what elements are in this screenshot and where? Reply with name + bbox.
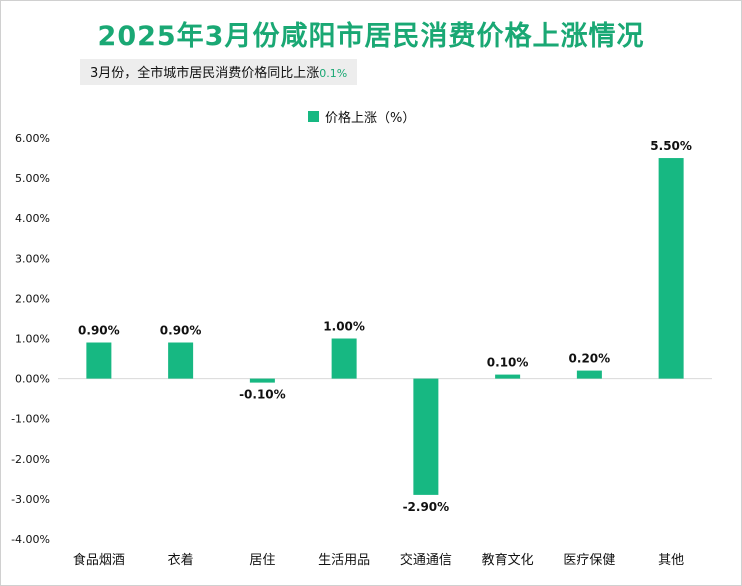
- bar: [576, 370, 602, 379]
- subtitle-text: 3月份，全市城市居民消费价格同比上涨: [90, 66, 320, 81]
- y-tick-label: -1.00%: [11, 413, 50, 426]
- y-tick-label: -4.00%: [11, 533, 50, 546]
- y-tick-label: 6.00%: [15, 132, 50, 145]
- y-tick-label: 3.00%: [15, 252, 50, 265]
- data-label: 0.90%: [78, 324, 120, 338]
- x-tick-label: 交通通信: [400, 552, 452, 568]
- y-tick-label: 1.00%: [15, 333, 50, 346]
- y-tick-label: -3.00%: [11, 493, 50, 506]
- y-tick-label: 5.00%: [15, 172, 50, 185]
- y-tick-label: 0.00%: [15, 373, 50, 386]
- data-label: -0.10%: [239, 388, 286, 402]
- subtitle-value: 0.1%: [319, 67, 348, 80]
- y-tick-label: 2.00%: [15, 292, 50, 305]
- x-tick-label: 衣着: [168, 552, 194, 568]
- bar: [658, 158, 684, 379]
- legend: 价格上涨（%）: [308, 106, 415, 126]
- y-tick-label: -2.00%: [11, 453, 50, 466]
- bar: [331, 338, 357, 379]
- x-tick-label: 食品烟酒: [73, 552, 125, 568]
- x-tick-label: 生活用品: [318, 553, 370, 568]
- data-label: 1.00%: [323, 320, 365, 334]
- legend-swatch: [308, 110, 319, 122]
- bar: [413, 378, 439, 495]
- y-tick-label: 4.00%: [15, 212, 50, 225]
- data-label: 0.20%: [569, 352, 611, 366]
- x-tick-label: 其他: [658, 553, 684, 568]
- bar: [86, 342, 112, 379]
- x-tick-label: 医疗保健: [563, 553, 615, 568]
- legend-label: 价格上涨（%）: [325, 110, 416, 126]
- x-tick-label: 居住: [249, 553, 275, 568]
- data-label: -2.90%: [403, 500, 450, 514]
- x-tick-label: 教育文化: [482, 552, 534, 568]
- subtitle-box: 3月份，全市城市居民消费价格同比上涨0.1%: [80, 59, 358, 85]
- bar: [249, 378, 275, 383]
- data-label: 0.90%: [160, 324, 202, 338]
- chart-title: 2025年3月份咸阳市居民消费价格上涨情况: [97, 21, 645, 52]
- data-label: 0.10%: [487, 356, 529, 370]
- data-label: 5.50%: [650, 139, 692, 153]
- bar: [168, 342, 194, 379]
- bar: [495, 374, 521, 379]
